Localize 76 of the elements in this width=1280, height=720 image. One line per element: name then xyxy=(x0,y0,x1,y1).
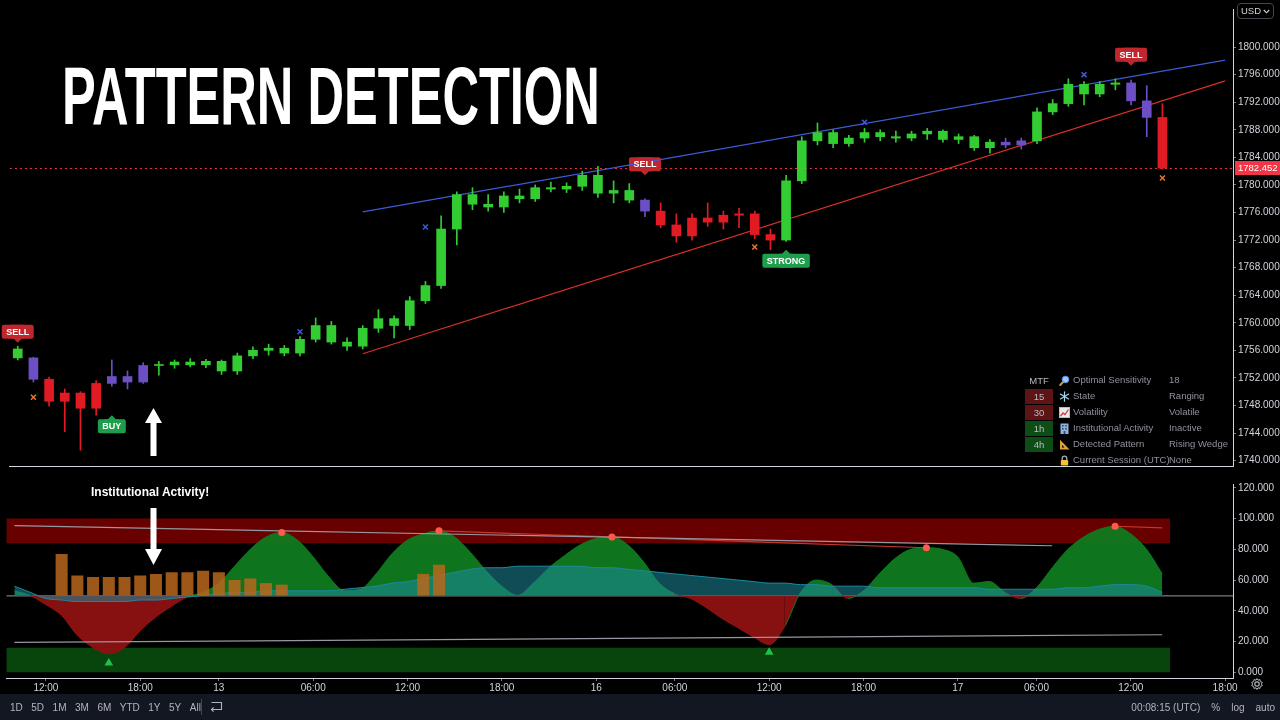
x-tick-label: 18:00 xyxy=(850,681,877,693)
x-tick-label: 06:00 xyxy=(1023,681,1050,693)
y-tick-label: 1744.000 xyxy=(1238,426,1280,438)
text: 1Y xyxy=(148,701,161,713)
y-tick-label: 1764.000 xyxy=(1238,288,1280,300)
annotation: Institutional Activity xyxy=(1073,421,1154,435)
text: PATTERN DETECTION xyxy=(62,50,600,141)
y-tick-label: 80.000 xyxy=(1238,543,1270,555)
text: YTD xyxy=(119,701,140,713)
text: USD xyxy=(1240,4,1261,18)
y-tick-label: 1772.000 xyxy=(1238,233,1280,245)
x-tick-label: 12:00 xyxy=(395,681,421,693)
data-label: STRONG xyxy=(766,255,806,266)
annotation: 30 xyxy=(1025,405,1053,420)
x-tick-label: 12:00 xyxy=(1118,681,1144,693)
annotation: Volatility xyxy=(1073,405,1108,419)
annotation: Inactive xyxy=(1169,421,1202,435)
x-tick-label: 06:00 xyxy=(300,681,327,693)
x-tick-label: 16 xyxy=(590,681,603,693)
annotation: MTF xyxy=(1028,374,1050,388)
y-tick-label: 20.000 xyxy=(1238,635,1270,647)
annotation: Volatile xyxy=(1169,405,1200,419)
x-tick-label: 18:00 xyxy=(489,681,515,693)
annotation: Rising Wedge xyxy=(1169,437,1228,451)
y-tick-label: 1752.000 xyxy=(1238,371,1280,383)
text: % xyxy=(1211,701,1221,713)
y-tick-label: 1740.000 xyxy=(1238,454,1280,466)
y-tick-label: 1792.000 xyxy=(1238,95,1280,107)
y-tick-label: 1748.000 xyxy=(1238,399,1280,411)
x-tick-label: 17 xyxy=(952,681,964,693)
data-label: SELL xyxy=(633,159,657,170)
y-tick-label: 1780.000 xyxy=(1238,178,1280,190)
annotation: State xyxy=(1073,389,1096,403)
y-tick-label: 1768.000 xyxy=(1238,261,1280,273)
x-tick-label: 06:00 xyxy=(662,681,688,693)
annotation: 18 xyxy=(1169,373,1180,387)
annotation: 4h xyxy=(1025,437,1053,452)
data-label: SELL xyxy=(6,326,30,337)
text: 6M xyxy=(97,701,112,713)
y-tick-label: 1776.000 xyxy=(1238,206,1280,218)
x-tick-label: 18:00 xyxy=(127,681,154,693)
data-label: BUY xyxy=(102,421,122,432)
text: 5D xyxy=(31,701,45,713)
text: All xyxy=(189,701,201,713)
annotation: Current Session (UTC) xyxy=(1073,453,1170,467)
annotation: Optimal Sensitivity xyxy=(1073,373,1152,387)
y-tick-label: 1800.000 xyxy=(1238,40,1280,52)
text: auto xyxy=(1255,701,1275,713)
text: 00:08:15 (UTC) xyxy=(1131,701,1201,713)
y-tick-label: 40.000 xyxy=(1238,604,1270,616)
x-tick-label: 13 xyxy=(213,681,225,693)
y-tick-label: 1756.000 xyxy=(1238,344,1280,356)
y-tick-label: 1788.000 xyxy=(1238,123,1280,135)
y-tick-label: 100.000 xyxy=(1238,512,1275,524)
annotation: 15 xyxy=(1025,389,1053,404)
x-tick-label: 12:00 xyxy=(33,681,59,693)
annotation: Institutional Activity! xyxy=(91,485,210,499)
y-tick-label: 1760.000 xyxy=(1238,316,1280,328)
y-tick-label: 1796.000 xyxy=(1238,68,1280,80)
text: log xyxy=(1231,701,1245,713)
y-tick-label: 120.000 xyxy=(1238,481,1275,493)
x-tick-label: 12:00 xyxy=(756,681,783,693)
y-tick-label: 60.000 xyxy=(1238,573,1270,585)
text: 1M xyxy=(52,701,67,713)
text: 3M xyxy=(75,701,89,713)
text: 5Y xyxy=(169,701,182,713)
x-tick-label: 18:00 xyxy=(1212,681,1239,693)
annotation: Detected Pattern xyxy=(1073,437,1145,451)
annotation: None xyxy=(1169,453,1192,467)
text: 1D xyxy=(10,701,23,713)
annotation: Ranging xyxy=(1169,389,1205,403)
y-tick-label: 1784.000 xyxy=(1238,151,1280,163)
ref-line-label: 1782.452 xyxy=(1238,162,1278,174)
y-tick-label: 0.000 xyxy=(1238,665,1264,677)
annotation: 1h xyxy=(1025,421,1053,436)
data-label: SELL xyxy=(1119,49,1144,60)
